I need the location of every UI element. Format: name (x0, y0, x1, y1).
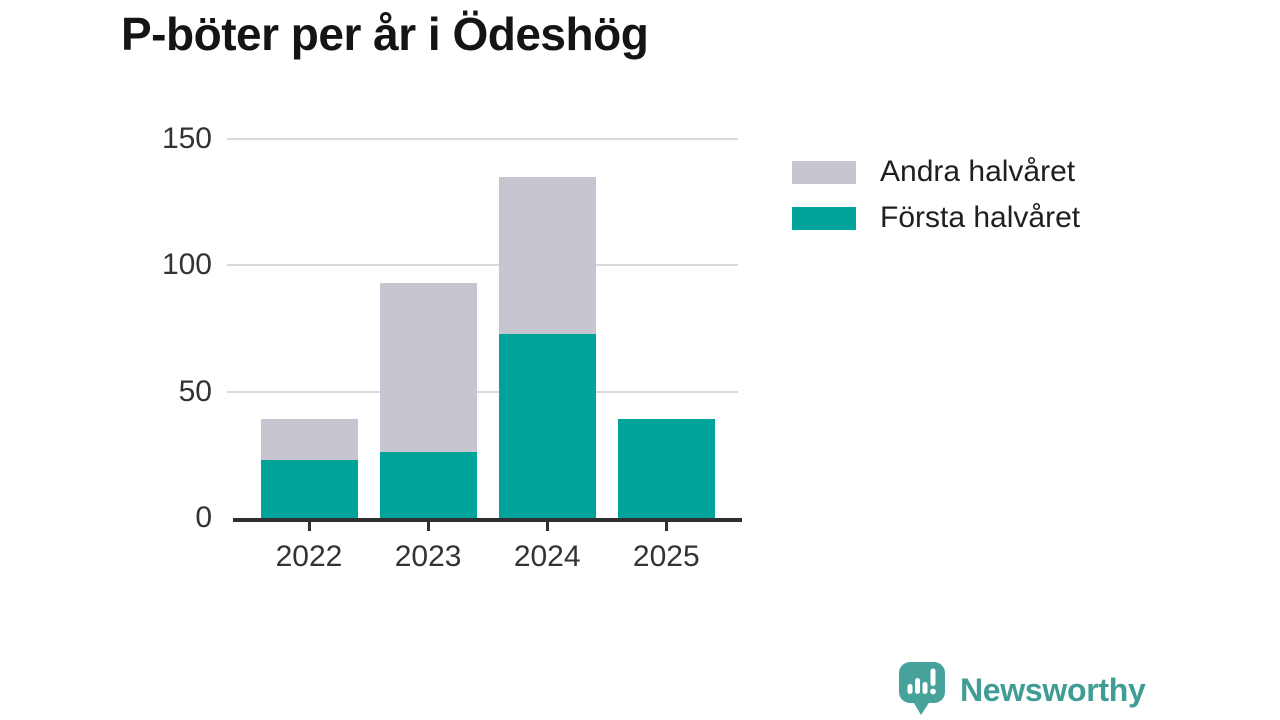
legend-item: Första halvåret (792, 195, 1080, 241)
chart-title: P-böter per år i Ödeshög (121, 8, 649, 60)
gridline (227, 138, 738, 140)
bar-segment-andra (260, 419, 358, 460)
legend-swatch (792, 160, 856, 184)
legend-label: Andra halvåret (880, 155, 1076, 188)
bar-segment-första (379, 452, 477, 518)
x-axis-tick-label: 2023 (394, 540, 462, 573)
legend-swatch (792, 206, 856, 230)
x-axis-tick-label: 2024 (513, 540, 581, 573)
newsworthy-logo-icon (899, 662, 945, 715)
newsworthy-wordmark: Newsworthy (960, 672, 1146, 708)
bar-segment-första (617, 419, 715, 518)
legend-label: Första halvåret (880, 201, 1081, 234)
bar-segment-första (260, 459, 358, 518)
x-axis-tick-label: 2025 (632, 540, 700, 573)
y-axis-tick-label: 50 (178, 374, 212, 408)
bar-segment-andra (379, 283, 477, 453)
gridline (227, 390, 738, 393)
y-axis-tick-label: 150 (161, 122, 212, 155)
legend: Andra halvåret Första halvåret (792, 149, 1080, 241)
x-axis-tick (307, 522, 311, 531)
bar-segment-första (498, 333, 596, 518)
x-axis-tick (545, 522, 549, 531)
x-axis-tick-label: 2022 (275, 540, 343, 573)
x-axis-tick (426, 522, 430, 531)
y-axis-tick-label: 100 (161, 248, 212, 282)
bar-segment-andra (498, 176, 596, 334)
newsworthy-logo: Newsworthy (899, 662, 1146, 719)
legend-item: Andra halvåret (792, 149, 1080, 195)
y-axis-tick-label: 0 (195, 501, 212, 534)
x-axis-line (233, 518, 742, 522)
x-axis-tick (664, 522, 668, 531)
gridline (227, 264, 738, 267)
